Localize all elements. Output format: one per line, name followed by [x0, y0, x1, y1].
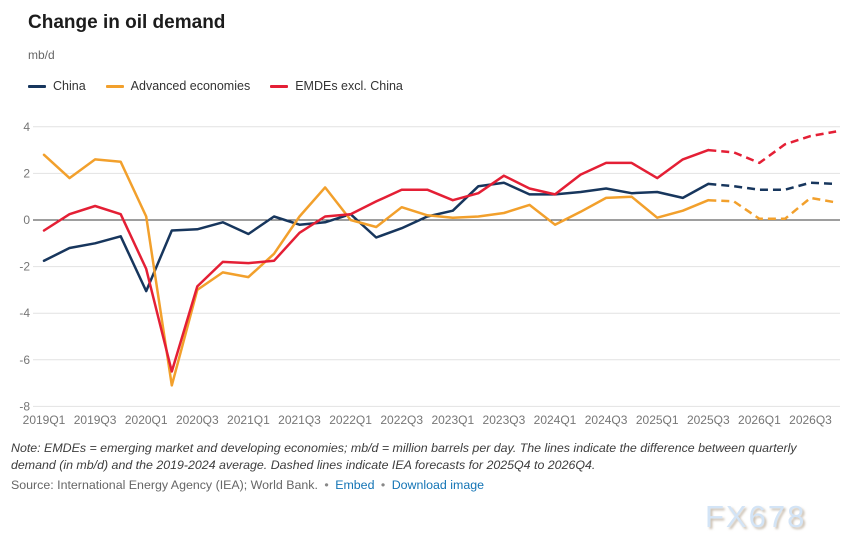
embed-link[interactable]: Embed	[335, 478, 375, 492]
source-line: Source: International Energy Agency (IEA…	[11, 478, 831, 492]
y-axis-label: 4	[23, 120, 30, 134]
series-forecast-line-emdes-excl-china	[708, 130, 837, 165]
chart-footnote: Note: EMDEs = emerging market and develo…	[11, 441, 797, 473]
y-axis-label: -2	[19, 260, 30, 274]
chart-legend: China Advanced economies EMDEs excl. Chi…	[28, 79, 403, 93]
y-axis-label: 2	[23, 166, 30, 180]
series-forecast-line-advanced-economies	[708, 196, 837, 221]
x-axis-label: 2020Q3	[176, 413, 219, 427]
x-axis-label: 2024Q1	[534, 413, 577, 427]
legend-item-emdes-excl-china: EMDEs excl. China	[270, 79, 403, 93]
series-line-emdes-excl-china	[42, 148, 710, 373]
series-line-advanced-economies	[42, 153, 710, 387]
watermark: FX678	[705, 499, 807, 534]
x-axis-label: 2022Q3	[380, 413, 423, 427]
legend-swatch-advanced-economies	[105, 84, 124, 88]
x-axis-label: 2021Q1	[227, 413, 270, 427]
download-image-link[interactable]: Download image	[391, 478, 485, 492]
y-axis-label: -4	[19, 306, 30, 320]
legend-swatch-china	[28, 84, 46, 88]
legend-item-advanced-economies: Advanced economies	[105, 79, 251, 93]
x-axis-label: 2019Q1	[23, 413, 66, 427]
x-axis-label: 2026Q1	[738, 413, 781, 427]
legend-swatch-emdes-excl-china	[270, 84, 289, 88]
x-axis-label: 2025Q3	[687, 413, 730, 427]
x-axis-label: 2026Q3	[789, 413, 832, 427]
legend-label-emdes-excl-china: EMDEs excl. China	[295, 79, 403, 93]
chart-title: Change in oil demand	[28, 12, 226, 33]
y-axis-label: 0	[23, 213, 30, 227]
x-axis-label: 2025Q1	[636, 413, 679, 427]
legend-item-china: China	[28, 79, 86, 93]
legend-label-advanced-economies: Advanced economies	[130, 79, 251, 93]
series-forecast-line-china	[708, 181, 837, 191]
x-axis-label: 2023Q1	[431, 413, 474, 427]
x-axis-label: 2024Q3	[585, 413, 628, 427]
x-axis-label: 2020Q1	[125, 413, 168, 427]
y-axis-label: -6	[19, 353, 30, 367]
legend-label-china: China	[53, 79, 86, 93]
x-axis-label: 2021Q3	[278, 413, 321, 427]
x-axis-label: 2019Q3	[74, 413, 117, 427]
y-axis-unit-label: mb/d	[28, 48, 55, 62]
x-axis-label: 2023Q3	[483, 413, 526, 427]
bullet-separator: •	[324, 478, 329, 492]
y-axis-label: -8	[19, 399, 30, 413]
x-axis-label: 2022Q1	[329, 413, 372, 427]
source-text: Source: International Energy Agency (IEA…	[11, 478, 318, 492]
bullet-separator: •	[380, 478, 386, 492]
